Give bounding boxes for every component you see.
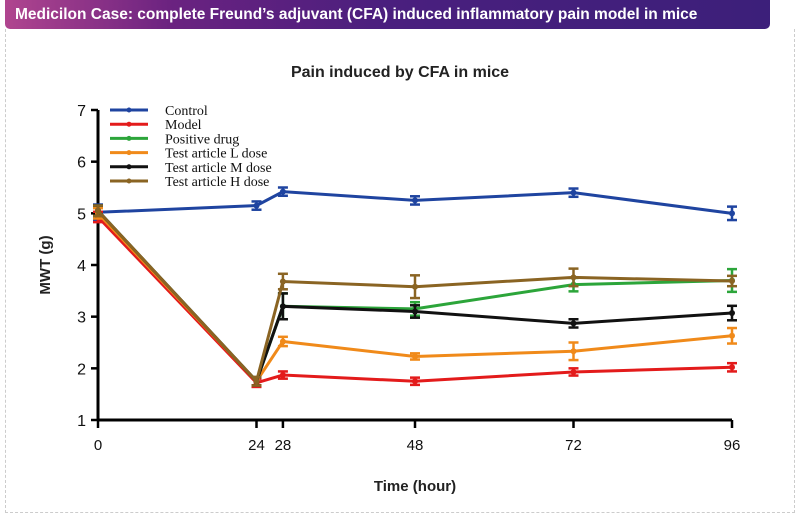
- data-point: [729, 332, 735, 339]
- y-tick-label: 7: [77, 103, 86, 120]
- data-point: [253, 378, 260, 385]
- data-point: [279, 303, 286, 310]
- data-point: [729, 310, 735, 317]
- data-point: [279, 278, 286, 285]
- y-tick-label: 4: [77, 258, 86, 275]
- data-point: [570, 320, 577, 327]
- x-tick-label: 0: [94, 437, 102, 454]
- x-tick-label: 28: [275, 437, 292, 454]
- legend-marker: [126, 178, 132, 184]
- legend-marker: [126, 164, 132, 170]
- data-point: [570, 348, 577, 355]
- x-tick-label: 96: [724, 437, 741, 454]
- data-point: [279, 372, 286, 379]
- data-point: [412, 283, 418, 290]
- legend-marker: [126, 135, 132, 141]
- data-point: [729, 364, 735, 371]
- x-axis-label: Time (hour): [374, 478, 456, 495]
- data-point: [412, 197, 418, 204]
- x-tick-label: 24: [248, 437, 265, 454]
- data-point: [412, 378, 418, 385]
- data-point: [412, 353, 418, 360]
- data-point: [412, 308, 418, 315]
- legend-label: Test article H dose: [165, 175, 269, 190]
- legend-label: Test article M dose: [165, 161, 272, 176]
- legend-marker: [126, 121, 132, 127]
- legend-marker: [126, 107, 132, 113]
- y-axis-label: MWT (g): [37, 235, 54, 294]
- data-point: [570, 368, 577, 375]
- legend-label: Control: [165, 104, 208, 119]
- data-point: [729, 278, 735, 285]
- legend-label: Model: [165, 118, 202, 133]
- y-tick-label: 3: [77, 310, 86, 327]
- data-point: [95, 207, 101, 214]
- y-tick-label: 6: [77, 155, 86, 172]
- series-line: [96, 209, 733, 385]
- data-point: [253, 202, 260, 209]
- legend-label: Test article L dose: [165, 147, 267, 162]
- series-line: [97, 190, 733, 215]
- legend-marker: [126, 150, 132, 156]
- chart-title: Pain induced by CFA in mice: [291, 64, 509, 81]
- x-tick-label: 72: [565, 437, 582, 454]
- data-point: [570, 189, 577, 196]
- data-point: [729, 210, 735, 217]
- y-tick-label: 2: [77, 361, 86, 378]
- y-tick-label: 5: [77, 206, 86, 223]
- data-point: [279, 188, 286, 195]
- data-point: [279, 338, 286, 345]
- x-tick-label: 48: [407, 437, 424, 454]
- content-frame: [5, 29, 795, 513]
- y-tick-label: 1: [77, 413, 86, 430]
- data-point: [570, 274, 577, 281]
- legend-label: Positive drug: [165, 132, 239, 147]
- banner-title: Medicilon Case: complete Freund’s adjuva…: [5, 0, 770, 29]
